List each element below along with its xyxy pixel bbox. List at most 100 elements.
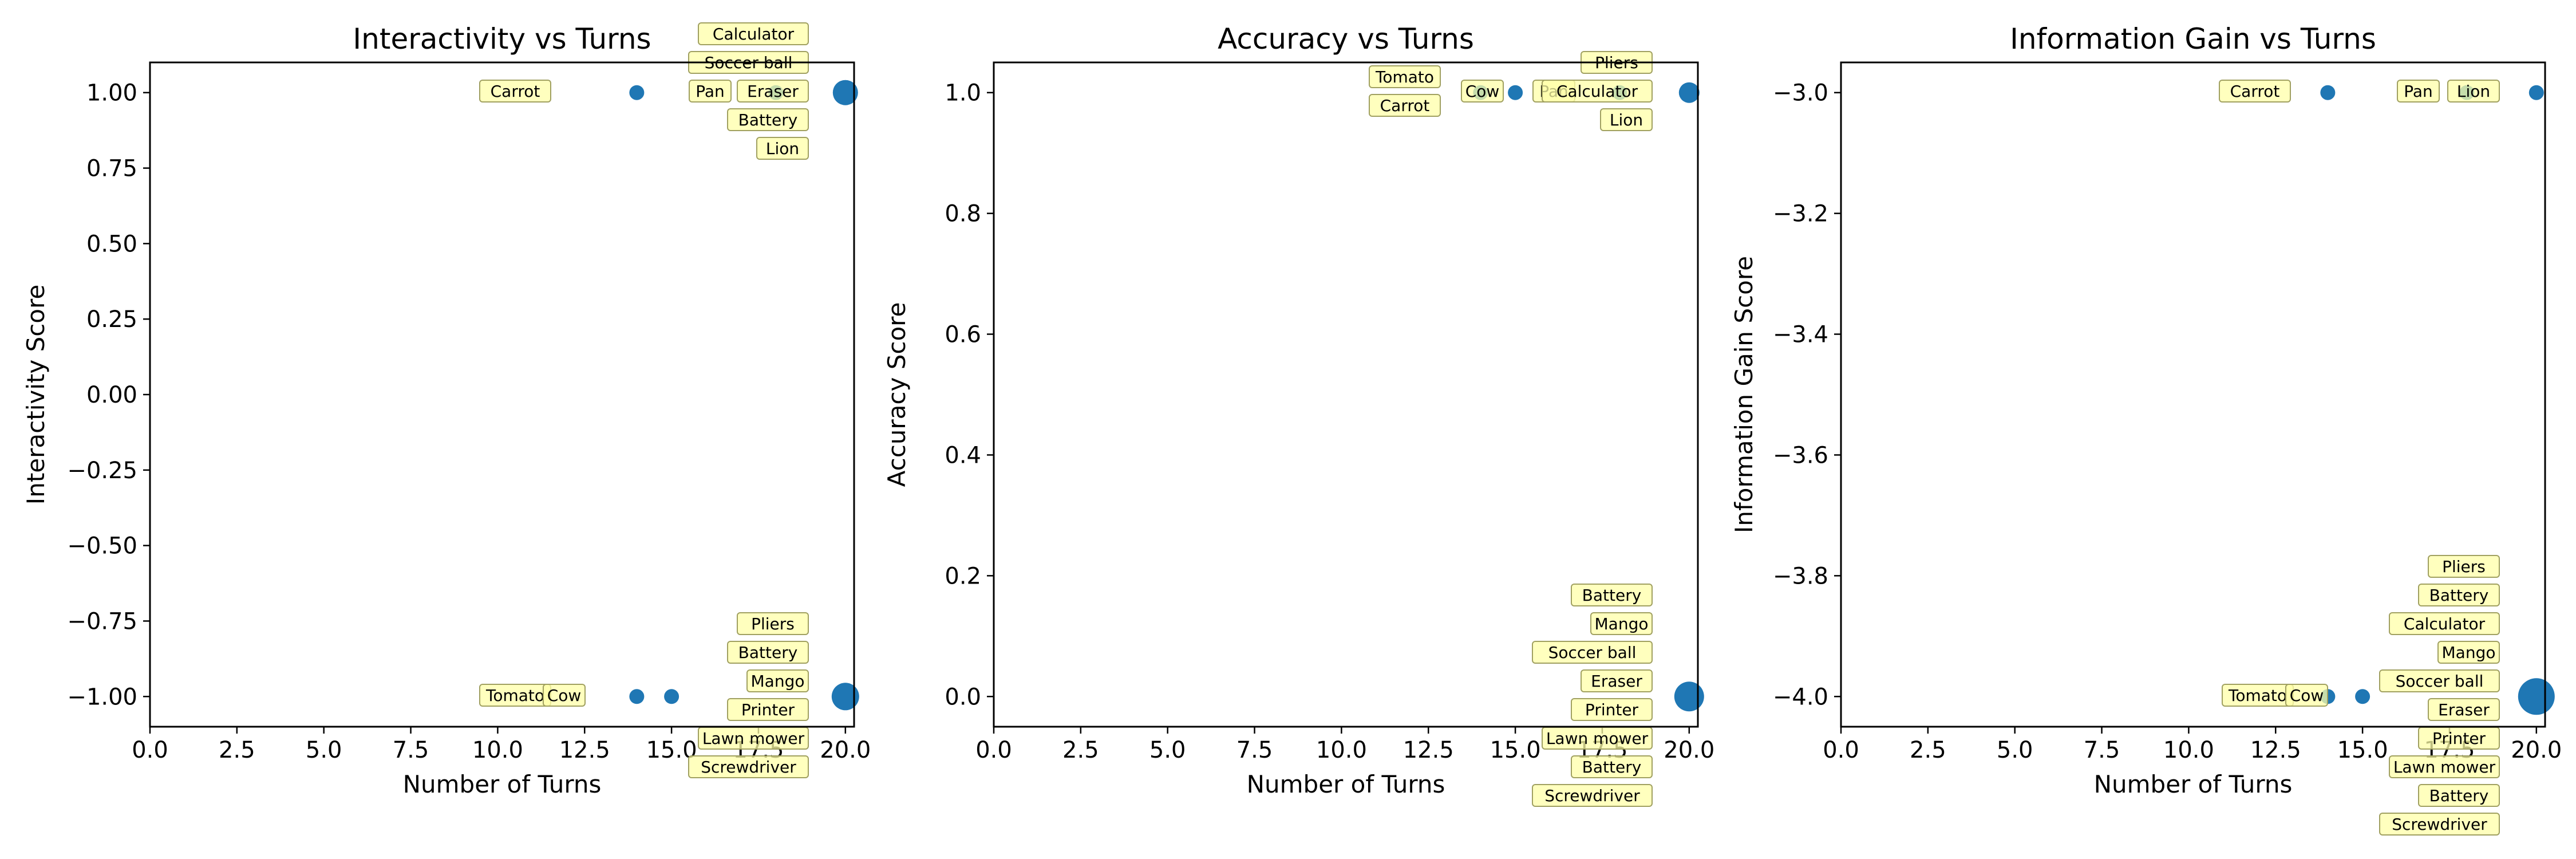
chart-title: Information Gain vs Turns xyxy=(2010,22,2376,56)
x-tick-label: 12.5 xyxy=(559,737,610,763)
point-label-text: Tomato xyxy=(1375,68,1434,86)
point-label-box xyxy=(727,108,809,131)
point-label-box xyxy=(727,698,809,721)
point-label-text: Pliers xyxy=(2442,557,2486,576)
x-tick-label: 5.0 xyxy=(1997,737,2033,763)
x-tick-label: 5.0 xyxy=(1149,737,1186,763)
point-label-text: Pliers xyxy=(751,614,795,633)
x-tick-label: 15.0 xyxy=(1490,737,1541,763)
point-label-text: Calculator xyxy=(713,25,795,44)
y-tick-label: 0.00 xyxy=(86,382,137,408)
point-label: Carrot xyxy=(2219,80,2291,103)
point-label: Eraser xyxy=(737,80,809,103)
point-label-text: Printer xyxy=(2432,729,2486,748)
data-point xyxy=(664,689,679,704)
y-tick-label: 0.8 xyxy=(945,201,981,227)
data-point xyxy=(2320,85,2336,100)
point-label-box xyxy=(2389,755,2500,778)
point-label-box xyxy=(2437,641,2500,664)
point-label-box xyxy=(1600,108,1653,131)
x-tick-label: 12.5 xyxy=(2250,737,2301,763)
point-label-text: Pan xyxy=(696,82,725,101)
y-tick-label: −3.4 xyxy=(1773,322,1828,348)
x-tick-label: 2.5 xyxy=(1062,737,1099,763)
data-point xyxy=(2355,689,2370,704)
y-tick-label: 0.25 xyxy=(86,306,137,333)
point-label: Lion xyxy=(2447,80,2500,103)
plot-frame xyxy=(149,61,855,728)
point-label-text: Pan xyxy=(2404,82,2433,101)
point-label-box xyxy=(2379,669,2500,692)
point-label-text: Lawn mower xyxy=(702,729,805,748)
y-tick-label: 0.75 xyxy=(86,156,137,182)
point-label-text: Battery xyxy=(2429,586,2489,605)
point-label: Lawn mower xyxy=(698,727,809,750)
y-axis-label: Accuracy Score xyxy=(883,302,911,487)
x-axis-label: Number of Turns xyxy=(2094,770,2293,798)
point-label: Pliers xyxy=(2428,555,2500,578)
point-label: Battery xyxy=(2418,784,2500,807)
x-tick-label: 10.0 xyxy=(1316,737,1367,763)
point-label: Pliers xyxy=(737,612,809,635)
y-tick-label: 0.0 xyxy=(945,684,981,710)
point-label: Lawn mower xyxy=(1542,727,1653,750)
point-label: Lawn mower xyxy=(2389,755,2500,778)
point-label-box xyxy=(727,641,809,664)
point-label: Carrot xyxy=(479,80,551,103)
point-label: Battery xyxy=(1571,755,1653,778)
x-tick-label: 2.5 xyxy=(1910,737,1946,763)
point-label-box xyxy=(1369,65,1441,88)
point-label-box xyxy=(1571,584,1653,606)
y-tick-label: 0.4 xyxy=(945,442,981,468)
point-label-box xyxy=(1590,612,1653,635)
data-point xyxy=(2528,85,2544,100)
point-label-box xyxy=(1542,80,1653,103)
point-label-box xyxy=(756,137,809,160)
point-label: Lion xyxy=(1600,108,1653,131)
point-label-text: Mango xyxy=(2442,643,2496,662)
panel-interactivity: Interactivity vs Turns 0.0 2.5 5.0 7.5 10.0 12… xyxy=(22,22,871,798)
point-label: Screwdriver xyxy=(2379,813,2500,836)
x-tick-label: 20.0 xyxy=(1664,737,1714,763)
data-point xyxy=(2518,678,2555,715)
y-tick-label: −3.0 xyxy=(1773,80,1828,107)
y-tick-label: −3.8 xyxy=(1773,563,1828,589)
point-label-text: Eraser xyxy=(1591,672,1642,691)
point-label-text: Mango xyxy=(1595,614,1649,633)
point-label-text: Soccer ball xyxy=(2396,672,2484,691)
point-label: Calculator xyxy=(1542,80,1653,103)
point-label: Battery xyxy=(1571,584,1653,606)
y-tick-label: 0.2 xyxy=(945,563,981,589)
point-label: Cow xyxy=(1461,80,1504,103)
point-label-box xyxy=(2428,698,2500,721)
data-point xyxy=(831,683,859,711)
point-label-text: Lion xyxy=(766,139,799,158)
point-label-box xyxy=(1581,669,1653,692)
point-label-text: Carrot xyxy=(491,82,540,101)
point-label: Lion xyxy=(756,137,809,160)
plot-frame xyxy=(1840,61,2546,728)
y-tick-label: 0.6 xyxy=(945,322,981,348)
point-label-text: Lawn mower xyxy=(2393,758,2496,777)
point-label: Printer xyxy=(727,698,809,721)
x-tick-label: 12.5 xyxy=(1403,737,1454,763)
chart-title: Accuracy vs Turns xyxy=(1218,22,1474,56)
point-label: Printer xyxy=(1571,698,1653,721)
point-label-text: Screwdriver xyxy=(701,758,796,777)
point-label-text: Battery xyxy=(2429,786,2489,805)
point-label-text: Screwdriver xyxy=(2392,815,2487,834)
point-label-text: Lion xyxy=(2457,82,2490,101)
point-label-text: Battery xyxy=(1582,758,1642,777)
y-tick-label: −0.50 xyxy=(67,533,137,559)
point-label-text: Soccer ball xyxy=(1548,643,1637,662)
point-label: Tomato xyxy=(479,684,551,707)
point-label-text: Cow xyxy=(2290,686,2324,705)
point-label-box xyxy=(688,755,809,778)
y-axis-label: Interactivity Score xyxy=(22,285,50,505)
point-label-box xyxy=(746,669,809,692)
point-label: Cow xyxy=(2285,684,2328,707)
point-label-text: Calculator xyxy=(2404,614,2486,633)
point-label-text: Eraser xyxy=(2438,700,2490,719)
point-label-box xyxy=(2418,584,2500,606)
